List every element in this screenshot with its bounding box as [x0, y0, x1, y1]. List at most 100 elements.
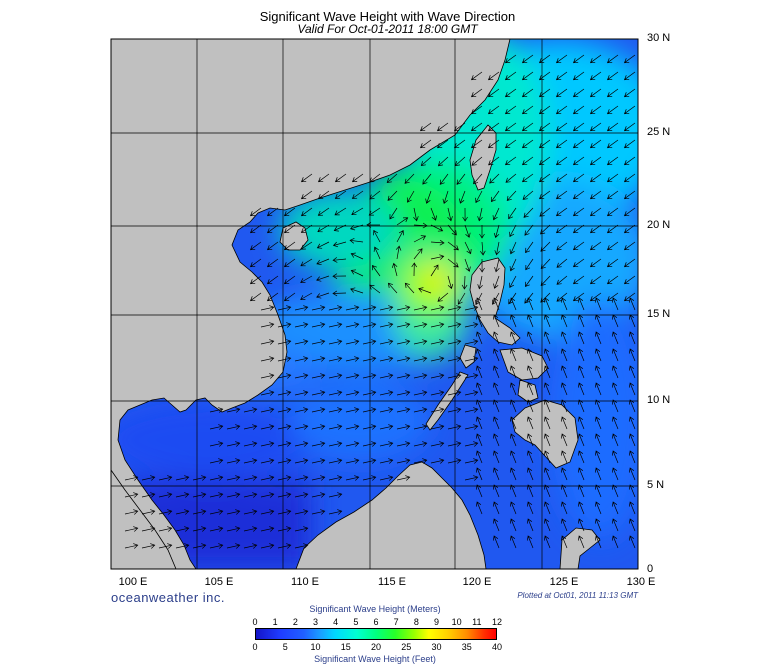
wave-direction-arrow	[430, 264, 439, 277]
wave-direction-arrow	[509, 467, 517, 481]
wave-direction-arrow	[419, 122, 432, 132]
wave-direction-arrow	[277, 305, 292, 311]
wave-direction-arrow	[413, 248, 423, 260]
wave-direction-arrow	[555, 54, 568, 64]
wave-direction-arrow	[379, 356, 394, 362]
wave-direction-arrow	[350, 269, 364, 277]
wave-direction-arrow	[277, 373, 292, 379]
feet-tick: 35	[461, 642, 472, 652]
wave-direction-arrow	[260, 339, 275, 345]
wave-direction-arrow	[395, 245, 402, 260]
wave-direction-arrow	[362, 424, 377, 430]
wave-direction-arrow	[447, 390, 462, 396]
wave-direction-arrow	[420, 156, 432, 167]
wave-direction-arrow	[436, 139, 449, 149]
map-frame	[110, 38, 639, 570]
wave-direction-arrow	[413, 305, 428, 311]
wave-direction-arrow	[396, 373, 411, 379]
wave-direction-arrow	[311, 458, 326, 464]
wave-direction-arrow	[475, 348, 483, 362]
wave-direction-arrow	[226, 458, 241, 464]
wave-direction-arrow	[522, 190, 534, 200]
feet-tick: 20	[370, 642, 381, 652]
wave-direction-arrow	[540, 275, 551, 286]
wave-direction-arrow	[260, 543, 275, 549]
lat-label-25n: 25 N	[647, 126, 671, 138]
wave-direction-arrow	[243, 543, 258, 549]
wave-direction-arrow	[492, 433, 500, 447]
wave-direction-arrow	[525, 275, 534, 288]
wave-direction-arrow	[266, 292, 279, 302]
wave-direction-arrow	[311, 305, 326, 311]
wave-direction-arrow	[447, 458, 462, 464]
meters-tick: 12	[491, 617, 502, 627]
wave-direction-arrow	[492, 416, 500, 430]
wave-direction-arrow	[487, 139, 500, 149]
wave-direction-arrow	[209, 441, 224, 447]
wave-direction-arrow	[396, 322, 411, 328]
wave-direction-arrow	[430, 441, 445, 447]
wave-direction-arrow	[560, 297, 568, 311]
wave-direction-arrow	[555, 224, 568, 234]
wave-direction-arrow	[362, 475, 377, 481]
wave-direction-arrow	[141, 509, 156, 515]
wave-direction-arrow	[504, 71, 517, 81]
wave-direction-arrow	[351, 173, 364, 183]
wave-direction-arrow	[509, 518, 517, 532]
wave-direction-arrow	[470, 105, 483, 115]
wave-direction-arrow	[475, 416, 483, 430]
wave-direction-arrow	[543, 535, 551, 549]
wave-direction-arrow	[350, 287, 364, 294]
wave-direction-arrow	[328, 509, 343, 515]
wave-direction-arrow	[509, 297, 517, 311]
wave-direction-arrow	[589, 139, 602, 149]
wave-direction-arrow	[379, 373, 394, 379]
wave-direction-arrow	[243, 424, 258, 430]
wave-direction-arrow	[311, 373, 326, 379]
wave-direction-arrow	[492, 535, 500, 549]
wave-direction-arrow	[369, 284, 381, 294]
wave-direction-arrow	[611, 382, 619, 396]
wave-direction-arrow	[538, 156, 551, 166]
wave-direction-arrow	[526, 331, 534, 345]
wave-direction-arrow	[209, 509, 224, 515]
wave-direction-arrow	[124, 509, 139, 515]
wave-direction-arrow	[475, 331, 483, 345]
wave-direction-arrow	[521, 71, 534, 81]
wave-direction-arrow	[492, 314, 500, 328]
wave-direction-arrow	[628, 348, 636, 362]
wave-direction-arrow	[623, 54, 636, 64]
wave-direction-arrow	[577, 382, 585, 396]
wave-direction-arrow	[277, 441, 292, 447]
wave-direction-arrow	[362, 441, 377, 447]
wave-direction-arrow	[623, 139, 636, 149]
wave-direction-arrow	[539, 207, 551, 217]
wave-direction-arrow	[543, 501, 551, 515]
wave-direction-arrow	[175, 509, 190, 515]
wave-direction-arrow	[447, 441, 462, 447]
wave-direction-arrow	[543, 399, 551, 413]
wave-direction-arrow	[277, 543, 292, 549]
wave-direction-arrow	[611, 416, 619, 430]
wave-direction-arrow	[447, 258, 459, 268]
wave-direction-arrow	[628, 416, 636, 430]
wave-direction-arrow	[589, 207, 602, 217]
wave-direction-arrow	[350, 252, 364, 260]
wave-direction-arrow	[192, 509, 207, 515]
wave-direction-arrow	[175, 475, 190, 481]
wave-direction-arrow	[504, 54, 517, 64]
wave-direction-arrow	[124, 543, 139, 549]
wave-direction-arrow	[464, 224, 471, 238]
wave-direction-arrow	[475, 399, 483, 413]
wave-direction-arrow	[379, 339, 394, 345]
wave-direction-arrow	[464, 258, 471, 272]
wave-direction-arrow	[488, 156, 500, 166]
wave-direction-arrow	[345, 475, 360, 481]
wave-direction-arrow	[611, 450, 619, 464]
wave-direction-arrow	[300, 275, 313, 284]
wave-direction-arrow	[492, 207, 500, 221]
wave-direction-arrow	[369, 173, 381, 183]
wave-direction-arrow	[396, 217, 409, 226]
wave-direction-arrow	[538, 71, 551, 81]
